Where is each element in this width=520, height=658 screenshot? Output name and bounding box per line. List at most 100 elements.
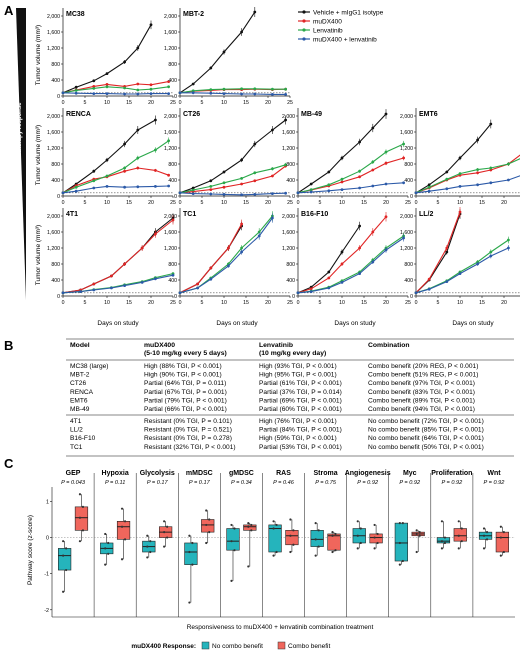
sample-point <box>373 523 376 527</box>
data-point <box>167 80 170 83</box>
x-tick-label: 15 <box>479 200 485 206</box>
sample-point <box>123 520 127 523</box>
series-line <box>180 92 286 95</box>
sample-point <box>356 534 359 537</box>
panel-c-label: C <box>4 456 14 471</box>
table-cell: TC1 <box>70 444 83 451</box>
sample-point <box>188 534 191 537</box>
x-tick-label: 20 <box>148 300 154 306</box>
data-point <box>427 277 431 281</box>
x-tick-label: 15 <box>361 300 367 306</box>
series-line <box>297 143 404 194</box>
data-point <box>309 182 313 186</box>
sample-point <box>65 547 68 550</box>
data-point <box>402 156 405 160</box>
data-point <box>222 181 226 185</box>
data-point <box>257 234 261 238</box>
sample-point <box>78 516 82 519</box>
data-point <box>427 287 431 291</box>
sample-point <box>289 550 292 554</box>
legend-swatch-combo <box>277 641 286 650</box>
series-line <box>62 219 174 294</box>
data-point <box>136 185 140 189</box>
table-cell: Resistant (0% TGI, P = 0.278) <box>144 435 232 442</box>
data-point <box>123 185 126 189</box>
x-tick-label: 15 <box>126 200 132 206</box>
sample-point <box>78 493 82 496</box>
x-tick-label: 25 <box>170 300 176 306</box>
box <box>436 537 451 544</box>
x-tick-label: 15 <box>479 300 485 306</box>
chart-title: MB-49 <box>301 111 322 118</box>
sample-point <box>250 523 253 527</box>
data-point <box>371 184 375 188</box>
sample-point <box>499 525 502 528</box>
sample-point <box>415 529 418 532</box>
box-group-ras: RAS P = 0.46 <box>262 470 305 617</box>
data-point <box>489 122 493 126</box>
group-pvalue: P = 0.34 <box>231 480 252 486</box>
sample-point <box>331 534 334 537</box>
y-tick-label: 1,600 <box>47 130 60 136</box>
box-group-gmdsc: gMDSC P = 0.34 <box>220 470 263 617</box>
x-tick-label: 25 <box>287 100 293 106</box>
chart-title: TC1 <box>183 211 196 218</box>
data-point <box>240 158 243 162</box>
sample-point <box>502 550 505 554</box>
data-point <box>340 262 344 266</box>
sample-point <box>163 520 166 523</box>
xlabel-tc1: Days on study <box>216 320 258 327</box>
sample-point <box>62 590 65 593</box>
sample-point <box>314 554 317 557</box>
sample-point <box>247 522 250 525</box>
data-point <box>284 191 287 195</box>
sample-point <box>191 541 194 545</box>
data-point <box>445 177 449 181</box>
sample-point <box>482 547 486 550</box>
x-tick-label: 20 <box>265 100 271 106</box>
x-tick-label: 5 <box>437 300 440 306</box>
box-group-stroma: Stroma P = 0.75 <box>304 470 347 617</box>
sample-point <box>146 534 149 537</box>
data-point <box>149 83 153 87</box>
chart-title: B16-F10 <box>301 211 328 218</box>
data-point <box>240 222 243 226</box>
sample-point <box>485 538 489 541</box>
row2-ylabel: Tumor volume (mm³) <box>35 125 42 185</box>
x-tick-label: 10 <box>221 200 227 206</box>
x-tick-label: 0 <box>297 300 300 306</box>
x-tick-label: 0 <box>62 200 65 206</box>
data-point <box>240 92 243 96</box>
table-cell: Resistant (32% TGI, P < 0.001) <box>144 444 236 451</box>
legend-vehicle: Vehicle + mIgG1 isotype <box>313 10 384 17</box>
data-point <box>253 171 257 175</box>
data-point <box>105 92 109 95</box>
data-point <box>105 158 109 162</box>
y-tick-label: 1,200 <box>400 246 413 252</box>
data-point <box>209 277 213 281</box>
sample-point <box>401 522 404 525</box>
data-point <box>327 183 331 187</box>
data-point <box>284 93 287 96</box>
box <box>184 542 198 565</box>
data-point <box>427 183 431 187</box>
data-point <box>253 142 257 146</box>
sample-point <box>499 536 502 539</box>
data-point <box>209 66 213 70</box>
series-line <box>179 88 286 94</box>
box <box>226 528 240 551</box>
y-tick-label: 400 <box>168 178 177 184</box>
data-point <box>61 191 65 195</box>
y-tick-label: 1,600 <box>164 130 177 136</box>
data-point <box>489 250 493 254</box>
table-header: Model <box>70 342 90 349</box>
data-point <box>191 192 195 195</box>
y-tick-label: 1,600 <box>164 230 177 236</box>
legend-lenvatinib: Lenvatinib <box>313 28 343 35</box>
data-point <box>476 262 479 266</box>
table-cell: No combo benefit (85% TGI, P < 0.001) <box>368 427 484 434</box>
data-point <box>489 254 493 258</box>
data-point <box>476 168 479 171</box>
box-group-myc: Myc P = 0.92 <box>388 470 431 617</box>
sample-point <box>401 559 404 563</box>
